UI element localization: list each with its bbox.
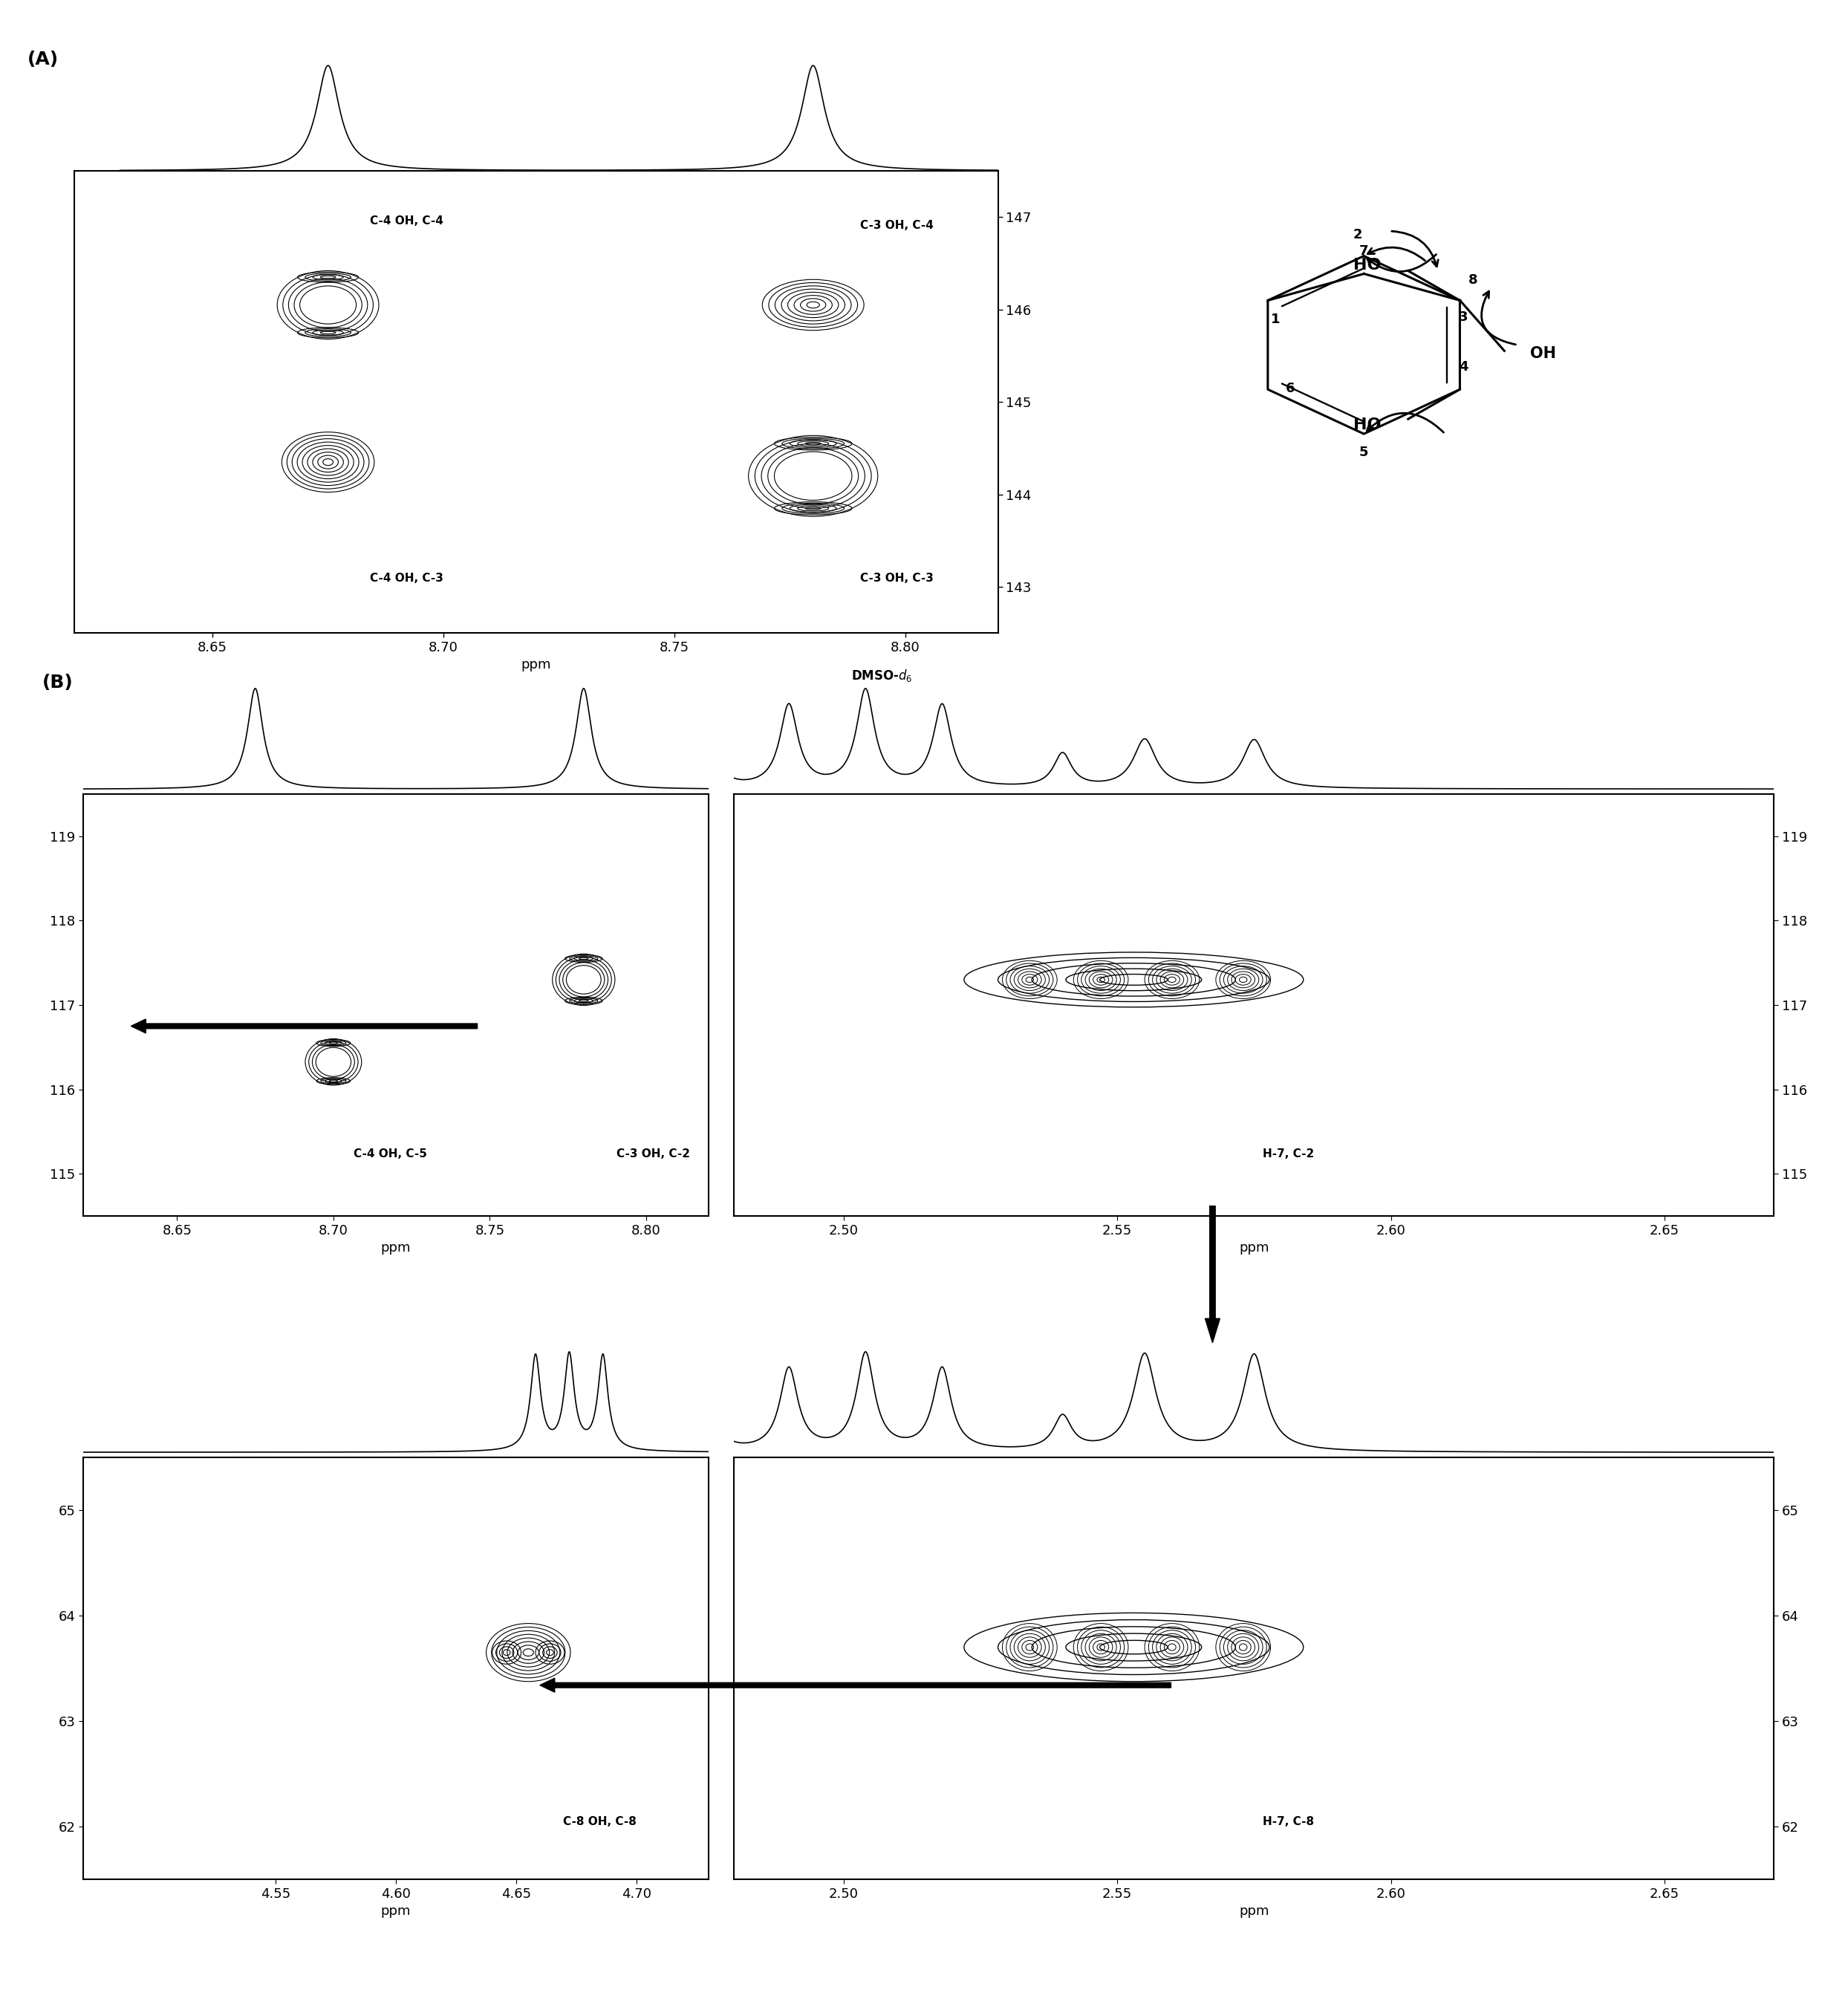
Text: 2: 2 <box>1353 227 1362 241</box>
Text: H-7, C-8: H-7, C-8 <box>1262 1815 1314 1827</box>
Text: HO: HO <box>1353 257 1380 271</box>
Text: 3: 3 <box>1458 312 1467 324</box>
Text: DMSO-$d_6$: DMSO-$d_6$ <box>852 667 913 683</box>
Text: 5: 5 <box>1358 446 1369 460</box>
Text: C-3 OH, C-3: C-3 OH, C-3 <box>859 573 933 585</box>
X-axis label: ppm: ppm <box>381 1905 410 1918</box>
Text: H-7, C-2: H-7, C-2 <box>1262 1148 1314 1160</box>
Text: (A): (A) <box>28 50 59 68</box>
Text: 1: 1 <box>1271 314 1281 326</box>
Text: (B): (B) <box>43 673 74 691</box>
Text: C-3 OH, C-4: C-3 OH, C-4 <box>859 219 933 231</box>
Text: HO: HO <box>1353 418 1380 432</box>
Text: OH: OH <box>1530 346 1556 362</box>
Text: C-4 OH, C-3: C-4 OH, C-3 <box>370 573 444 585</box>
Text: 8: 8 <box>1469 273 1478 287</box>
Text: 7: 7 <box>1360 245 1369 257</box>
Text: 6: 6 <box>1286 382 1295 396</box>
Text: C-4 OH, C-5: C-4 OH, C-5 <box>353 1148 427 1160</box>
Text: C-3 OH, C-2: C-3 OH, C-2 <box>617 1148 689 1160</box>
Text: C-8 OH, C-8: C-8 OH, C-8 <box>564 1815 636 1827</box>
Text: 4: 4 <box>1458 360 1467 374</box>
Text: C-4 OH, C-4: C-4 OH, C-4 <box>370 215 444 227</box>
X-axis label: ppm: ppm <box>521 659 551 671</box>
X-axis label: ppm: ppm <box>1238 1905 1270 1918</box>
X-axis label: ppm: ppm <box>1238 1242 1270 1254</box>
X-axis label: ppm: ppm <box>381 1242 410 1254</box>
